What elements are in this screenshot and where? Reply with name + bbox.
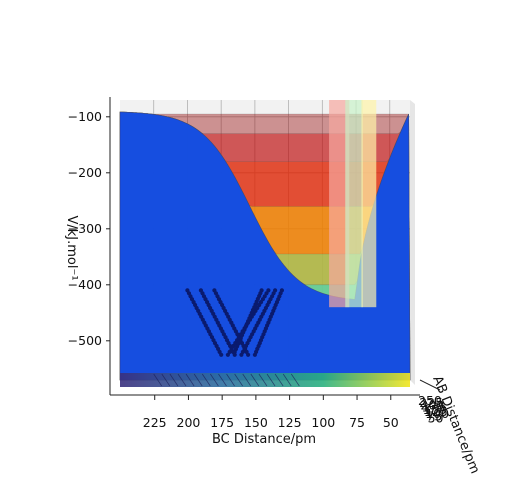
z-tick-label: −500 bbox=[68, 333, 102, 348]
x-axis-label: BC Distance/pm bbox=[212, 432, 316, 447]
z-tick-label: −300 bbox=[68, 221, 102, 236]
x-tick-label: 200 bbox=[177, 415, 201, 430]
surface-wall-strip bbox=[361, 100, 377, 308]
y-tick-label: 75 bbox=[426, 408, 442, 423]
y-tick-label: 175 bbox=[422, 400, 446, 415]
floor-contour-line bbox=[242, 373, 252, 387]
floor-contour-line bbox=[282, 373, 292, 387]
z-tick-label: −200 bbox=[68, 165, 102, 180]
trajectory-point bbox=[266, 288, 271, 293]
floor-contour-stripe bbox=[120, 373, 410, 387]
z-tick-label: −400 bbox=[68, 277, 102, 292]
x-tick-label: 100 bbox=[311, 415, 335, 430]
floor-contour-line bbox=[177, 373, 187, 387]
x-axis-ticks: 225 200 175 150 125 100 75 50 bbox=[143, 395, 399, 430]
floor-contour-line bbox=[258, 373, 268, 387]
floor-contour-line bbox=[169, 373, 179, 387]
floor-contour-line bbox=[234, 373, 243, 387]
z-axis-label: V/kJ.mol⁻¹ bbox=[64, 215, 79, 280]
trajectory-point bbox=[227, 349, 232, 354]
floor-contour-line bbox=[218, 373, 227, 387]
trajectory-point bbox=[246, 352, 251, 357]
trajectory-points bbox=[185, 288, 284, 357]
x-tick-label: 125 bbox=[278, 415, 302, 430]
z-tick-label: −100 bbox=[68, 109, 102, 124]
x-tick-label: 150 bbox=[244, 415, 268, 430]
y-tick-label: 50 bbox=[428, 411, 444, 426]
z-axis-ticks: −100 −200 −300 −400 −500 bbox=[68, 109, 110, 348]
trajectory-point bbox=[259, 288, 264, 293]
y-tick-label: 250 bbox=[418, 393, 442, 408]
x-tick-label: 225 bbox=[143, 415, 167, 430]
floor-contour-line bbox=[250, 373, 260, 387]
floor-contour-line bbox=[266, 373, 276, 387]
y-tick-label: 225 bbox=[419, 395, 443, 410]
y-axis-line bbox=[419, 379, 441, 391]
y-tick-label: 125 bbox=[424, 404, 448, 419]
trajectory-point bbox=[219, 352, 224, 357]
floor-contour-line bbox=[185, 373, 195, 387]
floor-contour-line bbox=[210, 373, 219, 387]
floor-contour-lines bbox=[153, 373, 300, 387]
y-tick-label: 150 bbox=[423, 402, 447, 417]
trajectory-point bbox=[279, 288, 284, 293]
potential-surface bbox=[119, 100, 411, 381]
floor-contour-line bbox=[226, 373, 235, 387]
y-tick-label: 200 bbox=[420, 397, 444, 412]
surface-wall-strip bbox=[345, 100, 363, 308]
floor-contour-line bbox=[193, 373, 203, 387]
floor-contour-line bbox=[274, 373, 284, 387]
floor-contour-line bbox=[161, 373, 171, 387]
x-tick-label: 50 bbox=[383, 415, 399, 430]
floor-contour-line bbox=[153, 373, 163, 387]
x-tick-label: 75 bbox=[349, 415, 365, 430]
side-pane bbox=[410, 100, 415, 385]
x-tick-label: 175 bbox=[210, 415, 234, 430]
trajectory-point bbox=[273, 288, 278, 293]
floor-contour-line bbox=[290, 373, 300, 387]
floor-contour-line bbox=[201, 373, 211, 387]
y-tick-label: 100 bbox=[425, 406, 449, 421]
surface-wall-strip bbox=[329, 100, 350, 308]
